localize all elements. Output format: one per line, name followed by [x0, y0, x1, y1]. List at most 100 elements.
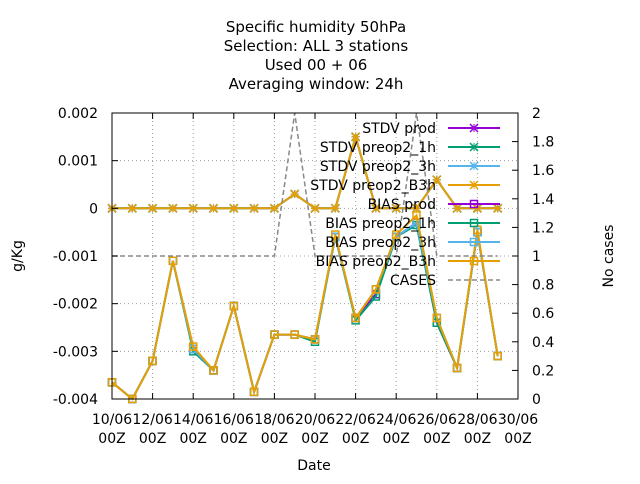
x-tick-label: 00Z	[179, 431, 206, 447]
data-point	[331, 230, 340, 239]
data-point	[411, 203, 422, 213]
data-point	[452, 363, 462, 373]
x-tick-label: 00Z	[423, 431, 450, 447]
series-line	[111, 223, 499, 401]
x-tick-label: 00Z	[464, 431, 491, 447]
series-line	[112, 133, 498, 210]
data-point	[168, 256, 178, 266]
x-tick-label: 22/06	[335, 412, 375, 428]
legend-swatch-marker	[469, 218, 479, 228]
x-tick-label: 10/06	[92, 412, 132, 428]
x-tick-label: 30/06	[498, 412, 538, 428]
x-tick-label: 24/06	[376, 412, 416, 428]
y2-tick-label: 2	[532, 106, 541, 122]
data-point	[290, 330, 299, 339]
legend-swatch-marker	[469, 161, 479, 171]
y-tick-label: 0.001	[58, 154, 98, 170]
chart-title-line: Selection: ALL 3 stations	[224, 37, 409, 55]
series-line	[112, 133, 498, 210]
y2-tick-label: 0.4	[532, 335, 554, 351]
data-point	[229, 301, 239, 311]
data-point	[249, 203, 259, 213]
data-point	[127, 203, 137, 213]
legend-label: STDV preop2_1h	[320, 140, 436, 156]
plot-series	[107, 112, 503, 404]
data-point	[188, 342, 198, 351]
series-line	[112, 133, 498, 210]
data-point	[249, 387, 259, 397]
y-tick-label: 0	[89, 201, 98, 217]
data-point	[330, 203, 340, 213]
x-tick-label: 18/06	[254, 412, 294, 428]
data-point	[432, 175, 442, 185]
data-point	[310, 335, 320, 344]
x-tick-label: 28/06	[457, 412, 497, 428]
data-point	[432, 313, 442, 323]
data-point	[270, 330, 279, 339]
series-6	[107, 218, 502, 404]
data-point	[391, 203, 401, 213]
legend-swatch-marker	[469, 199, 479, 209]
data-point	[208, 203, 219, 213]
series-line	[111, 220, 499, 401]
x-tick-label: 00Z	[220, 431, 247, 447]
legend-swatch-marker	[469, 256, 479, 266]
y-tick-label: -0.004	[53, 392, 98, 408]
x-tick-label: 14/06	[173, 412, 213, 428]
series-4	[107, 218, 502, 404]
y2-tick-label: 1.4	[532, 192, 554, 208]
data-point	[269, 203, 279, 213]
x-tick-label: 20/06	[295, 412, 335, 428]
series-7	[107, 211, 502, 404]
chart-title-line: Used 00 + 06	[265, 56, 368, 74]
data-point	[493, 203, 503, 213]
legend-label: BIAS prod	[368, 197, 436, 213]
data-point	[452, 203, 462, 213]
y2-tick-label: 0	[532, 392, 541, 408]
x-tick-label: 16/06	[214, 412, 254, 428]
series-3	[107, 132, 503, 213]
data-point	[148, 203, 158, 213]
y-axis-label: g/Kg	[10, 240, 26, 272]
data-point	[351, 132, 361, 142]
series-line	[112, 112, 498, 257]
y2-tick-label: 0.6	[532, 306, 554, 322]
legend-label: BIAS preop2_B3h	[316, 254, 436, 270]
y2-tick-label: 1	[532, 249, 541, 265]
series-line	[112, 133, 498, 210]
series-8	[112, 112, 498, 257]
legend-label: BIAS preop2_1h	[325, 216, 436, 232]
y2-tick-label: 0.2	[532, 363, 554, 379]
y2-tick-label: 1.2	[532, 220, 554, 236]
data-point	[209, 366, 218, 375]
data-point	[493, 351, 502, 361]
x-tick-label: 00Z	[342, 431, 369, 447]
y2-tick-label: 1.8	[532, 135, 554, 151]
legend-label: BIAS preop2_3h	[325, 235, 436, 251]
x-tick-label: 12/06	[132, 412, 172, 428]
x-axis-label: Date	[297, 458, 330, 474]
y2-tick-label: 0.8	[532, 278, 554, 294]
legend-label: STDV preop2_3h	[320, 159, 436, 175]
y-tick-label: -0.002	[53, 297, 98, 313]
axis-ticks: 10/06 00Z 12/06 00Z 14/06 00Z 16/06 00Z 18/06 00Z…	[53, 106, 554, 447]
series-line	[111, 213, 499, 401]
x-tick-label: 00Z	[261, 431, 288, 447]
x-tick-label: 26/06	[417, 412, 457, 428]
legend-label: CASES	[390, 273, 436, 289]
y-tick-label: 0.002	[58, 106, 98, 122]
x-tick-label: 00Z	[382, 431, 409, 447]
data-point	[310, 203, 320, 213]
data-point	[168, 203, 178, 213]
legend: STDV prod STDV preop2_1h STDV preop2_3h STD…	[310, 121, 500, 289]
y-tick-label: -0.001	[53, 249, 98, 265]
data-point	[188, 203, 198, 213]
legend-swatch-marker	[469, 142, 479, 152]
data-point	[290, 189, 300, 199]
legend-swatch-marker	[469, 180, 479, 190]
data-point	[371, 285, 381, 294]
y-tick-label: -0.003	[53, 344, 98, 360]
